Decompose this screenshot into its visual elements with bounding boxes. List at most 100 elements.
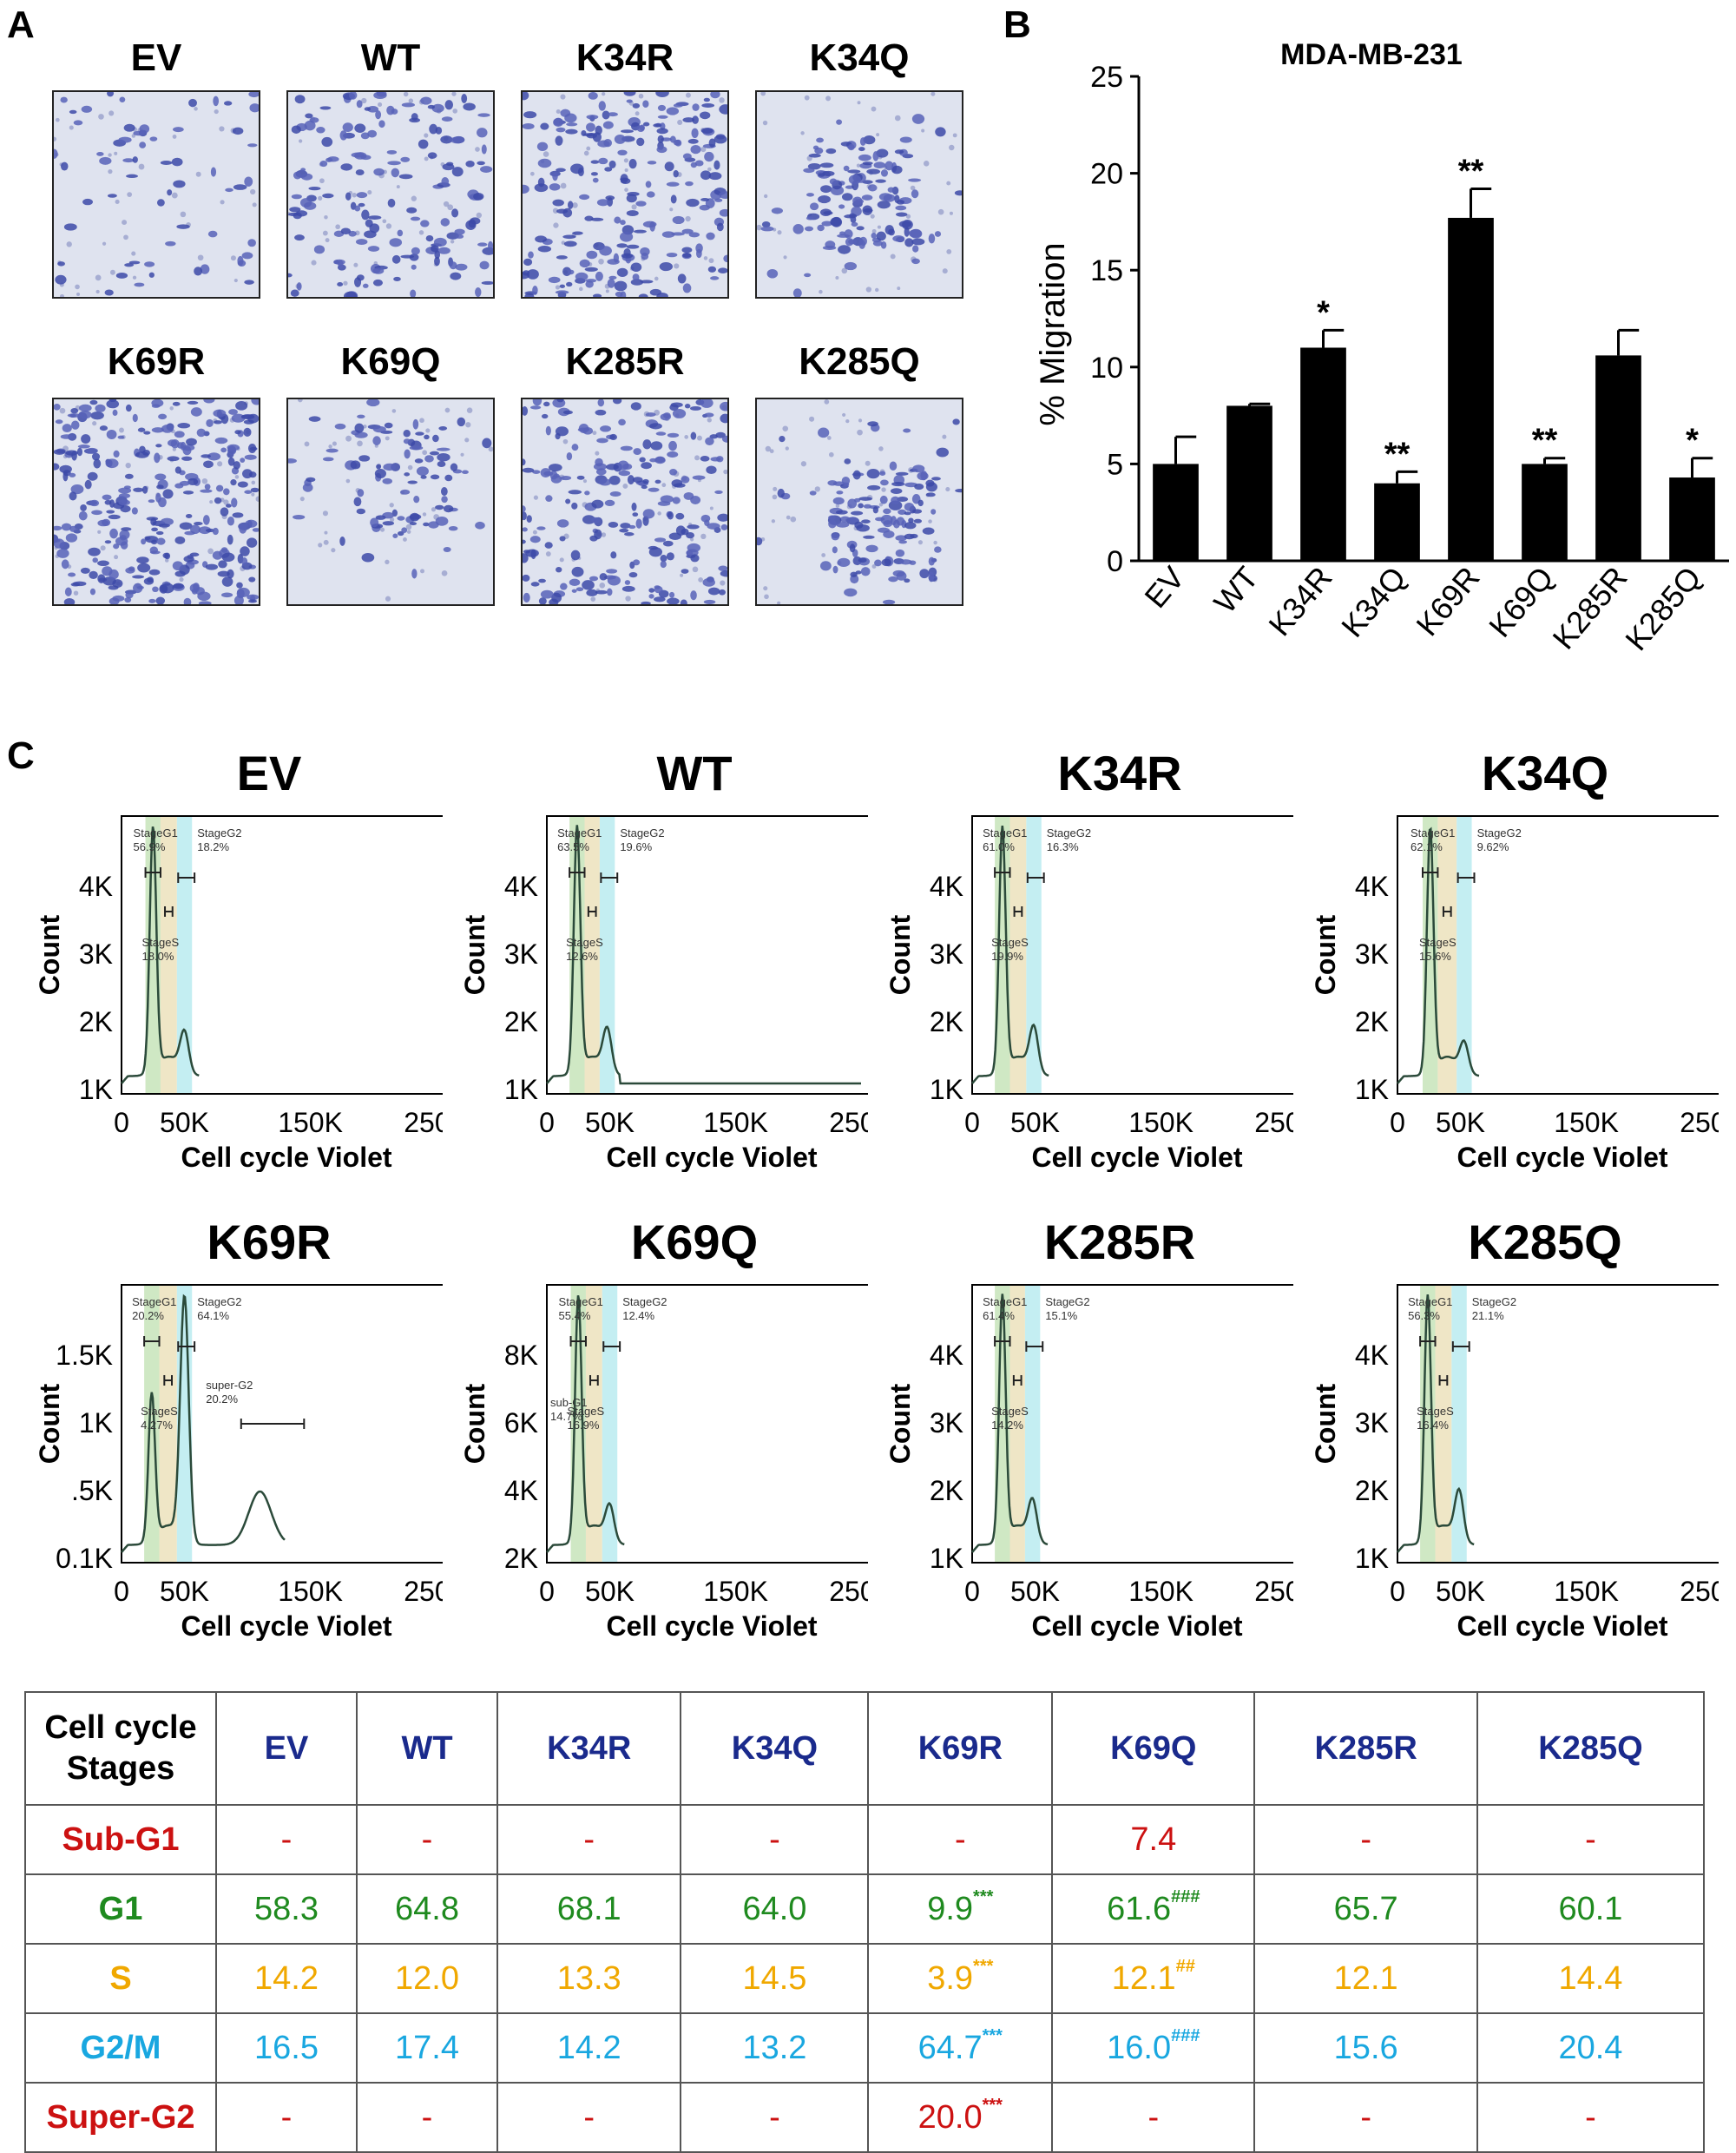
- significance-mark: *: [1686, 423, 1699, 459]
- cell-value: 12.1: [1111, 1959, 1176, 1997]
- g2-gate-band: [602, 1285, 618, 1563]
- x-tick-label: 0: [1390, 1576, 1405, 1607]
- bar-k69q: [1522, 464, 1568, 561]
- s-gate-band: [584, 816, 600, 1094]
- table-cell: 20.0***: [867, 2082, 1054, 2153]
- micrograph-image: [286, 90, 495, 299]
- y-tick-label: 3K: [930, 1407, 963, 1439]
- micrograph-title: K285R: [565, 340, 685, 383]
- table-cell: 9.9***: [867, 1873, 1054, 1945]
- x-axis-label: Cell cycle Violet: [181, 1142, 391, 1172]
- table-cell: -: [496, 2082, 682, 2153]
- histogram-title: WT: [656, 746, 733, 800]
- histogram-curve: [1397, 1294, 1475, 1553]
- table-cell: 16.0###: [1051, 2012, 1256, 2084]
- table-cell: -: [356, 2082, 498, 2153]
- y-tick-label: 3K: [1355, 1407, 1389, 1439]
- micrograph-title: K34R: [575, 36, 674, 79]
- histogram-title: K285R: [1043, 1215, 1196, 1269]
- table-row: Sub-G1 - - - - - 7.4 - -: [24, 1804, 1706, 1875]
- gate-value: 15.6%: [1419, 950, 1451, 963]
- y-tick-label: .5K: [71, 1475, 113, 1506]
- y-axis-label: Count: [34, 914, 65, 995]
- table-cell: 58.3: [215, 1873, 358, 1945]
- gate-value: 20.2%: [206, 1393, 238, 1406]
- x-tick-label: EV: [1137, 560, 1191, 615]
- table-cell: 20.4: [1476, 2012, 1706, 2084]
- cell-value: -: [1147, 2098, 1160, 2136]
- g2-gate-band: [1457, 816, 1472, 1094]
- header-cell-k34q: K34Q: [680, 1691, 870, 1806]
- gate-name: StageG2: [197, 1295, 241, 1308]
- table-cell: -: [680, 1804, 870, 1875]
- gate-value: 16.3%: [1047, 840, 1079, 853]
- header-cell-k34r: K34R: [496, 1691, 682, 1806]
- y-tick-label: 1K: [1355, 1543, 1389, 1574]
- table-cell: 64.7***: [867, 2012, 1054, 2084]
- x-tick-label: 0: [114, 1576, 129, 1607]
- x-tick-label: 250K: [829, 1576, 868, 1607]
- y-tick-label: 3K: [79, 938, 113, 970]
- histogram-curve: [546, 825, 861, 1085]
- cell-value: -: [1585, 2098, 1596, 2136]
- g2-gate-band: [176, 816, 193, 1094]
- y-tick-label: 4K: [1355, 1340, 1389, 1371]
- g2-gate-band: [1024, 1285, 1041, 1563]
- x-axis-label: Cell cycle Violet: [606, 1142, 817, 1172]
- y-tick-label: 15: [1090, 254, 1123, 287]
- g2-gate-band: [1026, 816, 1042, 1094]
- cell-value: -: [769, 1821, 780, 1858]
- micrograph-title: K69R: [107, 340, 206, 383]
- cell-value: 20.4: [1558, 2029, 1623, 2066]
- histogram-title: K69Q: [630, 1215, 759, 1269]
- micrograph-title: K69Q: [340, 340, 441, 383]
- significance-mark: ***: [982, 2095, 1003, 2115]
- y-tick-label: 1K: [930, 1543, 963, 1574]
- micrograph-image: [521, 398, 729, 606]
- row-label: Super-G2: [24, 2082, 217, 2153]
- x-tick-label: 50K: [1010, 1107, 1060, 1138]
- gate-value: 19.6%: [620, 840, 652, 853]
- table-cell: -: [215, 2082, 358, 2153]
- cell-value: -: [954, 1821, 966, 1858]
- x-tick-label: 50K: [1010, 1576, 1060, 1607]
- plot-frame: [546, 1284, 868, 1564]
- x-tick-label: 0: [1390, 1107, 1405, 1138]
- cell-value: 60.1: [1558, 1890, 1623, 1927]
- gate-value: 64.1%: [197, 1309, 229, 1322]
- histogram-curve: [121, 1294, 286, 1553]
- micrograph-title: K34Q: [809, 36, 910, 79]
- table-cell: 15.6: [1253, 2012, 1478, 2084]
- plot-frame: [971, 815, 1293, 1095]
- bar-k285r: [1595, 355, 1641, 561]
- chart-title: MDA-MB-231: [1280, 38, 1463, 71]
- table-row: G2/M 16.5 17.4 14.2 13.2 64.7*** 16.0### 15.6 20…: [24, 2012, 1706, 2084]
- gate-name: StageG2: [620, 826, 664, 839]
- x-axis-label: Cell cycle Violet: [1457, 1610, 1667, 1641]
- table-cell: 14.4: [1476, 1943, 1706, 2014]
- y-tick-label: 1K: [504, 1074, 538, 1105]
- x-tick-label: 250K: [404, 1576, 443, 1607]
- table-cell: 14.2: [496, 2012, 682, 2084]
- table-cell: -: [680, 2082, 870, 2153]
- y-tick-label: 2K: [1355, 1475, 1389, 1506]
- y-tick-label: 1.5K: [56, 1340, 113, 1371]
- panel-letter-b: B: [1003, 3, 1031, 46]
- y-tick-label: 2K: [930, 1006, 963, 1037]
- gate-name: StageS: [142, 936, 180, 949]
- s-gate-band: [585, 1285, 602, 1563]
- y-tick-label: 5: [1107, 448, 1123, 481]
- cell-value: 16.5: [254, 2029, 319, 2066]
- y-tick-label: 20: [1090, 158, 1123, 191]
- cell-value: 14.4: [1558, 1959, 1623, 1997]
- x-tick-label: 50K: [1436, 1576, 1485, 1607]
- table-cell: -: [356, 1804, 498, 1875]
- micrograph-image: [755, 398, 963, 606]
- micrograph-image: [52, 398, 260, 606]
- y-tick-label: 6K: [504, 1407, 538, 1439]
- y-tick-label: 0.1K: [56, 1543, 113, 1574]
- significance-mark: ###: [1171, 1886, 1200, 1906]
- y-axis-label: Count: [884, 1383, 916, 1464]
